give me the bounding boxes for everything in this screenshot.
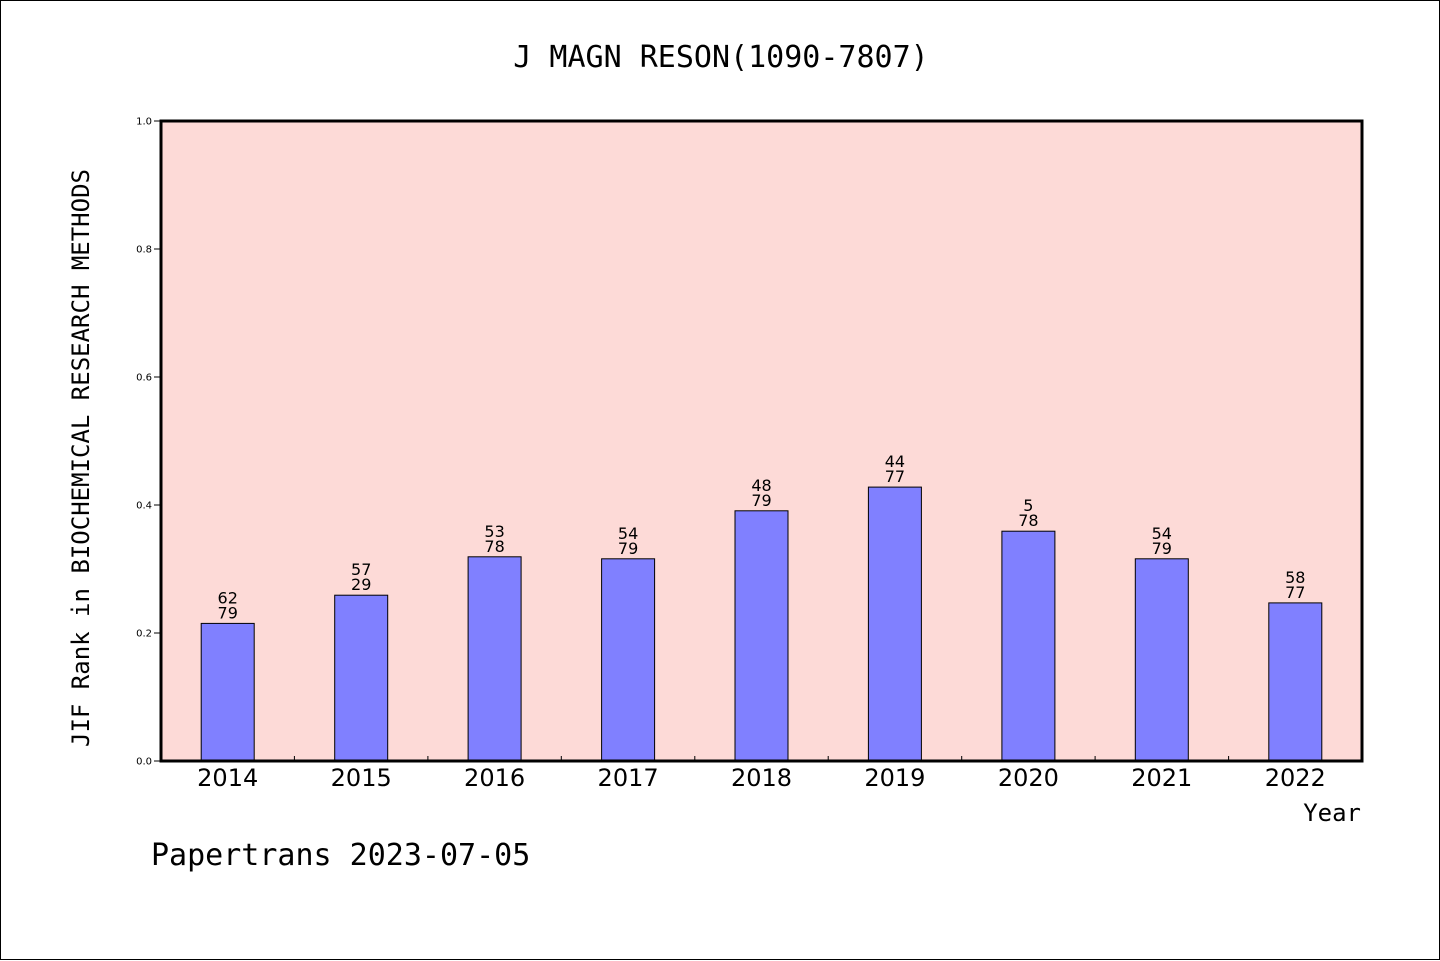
- bar-2021: [1134, 558, 1189, 762]
- bar-2018: [734, 510, 789, 762]
- bar-label-top-2020: 5: [1023, 496, 1033, 515]
- footer-text: Papertrans 2023-07-05: [151, 838, 530, 873]
- x-tick-label-2016: 2016: [464, 764, 525, 792]
- x-tick-label-2021: 2021: [1131, 764, 1192, 792]
- y-tick-label-0: 0.0: [136, 757, 152, 768]
- bar-label-top-2015: 57: [351, 560, 371, 579]
- x-axis-label: Year: [1303, 799, 1361, 827]
- bar-label-bottom-2021: 79: [1152, 539, 1172, 558]
- y-tick-label-4: 0.8: [136, 245, 152, 256]
- y-tick-label-3: 0.6: [136, 373, 152, 384]
- bar-2016: [467, 556, 522, 762]
- bar-label-bottom-2017: 79: [618, 539, 638, 558]
- bar-label-bottom-2018: 79: [751, 491, 771, 510]
- bar-label-top-2022: 58: [1285, 568, 1305, 587]
- bar-label-top-2018: 48: [751, 476, 771, 495]
- bar-label-bottom-2014: 79: [218, 603, 238, 622]
- bar-label-bottom-2019: 77: [885, 467, 905, 486]
- bar-label-top-2014: 62: [218, 588, 238, 607]
- plot-border: [159, 119, 1364, 763]
- bar-label-bottom-2015: 29: [351, 575, 371, 594]
- bar-label-bottom-2022: 77: [1285, 583, 1305, 602]
- x-tick-label-2015: 2015: [331, 764, 392, 792]
- y-tick-label-5: 1.0: [136, 117, 152, 128]
- bar-label-bottom-2020: 78: [1018, 511, 1038, 530]
- x-tick-label-2019: 2019: [864, 764, 925, 792]
- bar-label-top-2019: 44: [885, 452, 905, 471]
- bar-2017: [601, 558, 656, 762]
- bar-label-top-2021: 54: [1152, 524, 1172, 543]
- bar-2015: [334, 594, 389, 762]
- bar-2022: [1268, 602, 1323, 762]
- bar-label-top-2016: 53: [484, 522, 504, 541]
- x-tick-label-2022: 2022: [1265, 764, 1326, 792]
- bar-2019: [867, 486, 922, 762]
- bar-2020: [1001, 530, 1056, 762]
- bar-2014: [200, 622, 255, 762]
- bar-label-top-2017: 54: [618, 524, 638, 543]
- ticks-layer: 2014 2015 2016 2017 2018 2019 2020 2021 2022 0.0 0…: [136, 117, 1326, 793]
- y-axis-label: JIF Rank in BIOCHEMICAL RESEARCH METHODS: [67, 169, 95, 747]
- x-tick-label-2017: 2017: [598, 764, 659, 792]
- x-tick-label-2014: 2014: [197, 764, 258, 792]
- bar-label-bottom-2016: 78: [484, 537, 504, 556]
- x-tick-label-2018: 2018: [731, 764, 792, 792]
- chart-title: J MAGN RESON(1090-7807): [513, 40, 928, 75]
- x-tick-label-2020: 2020: [998, 764, 1059, 792]
- y-tick-label-1: 0.2: [136, 629, 152, 640]
- y-tick-label-2: 0.4: [136, 501, 152, 512]
